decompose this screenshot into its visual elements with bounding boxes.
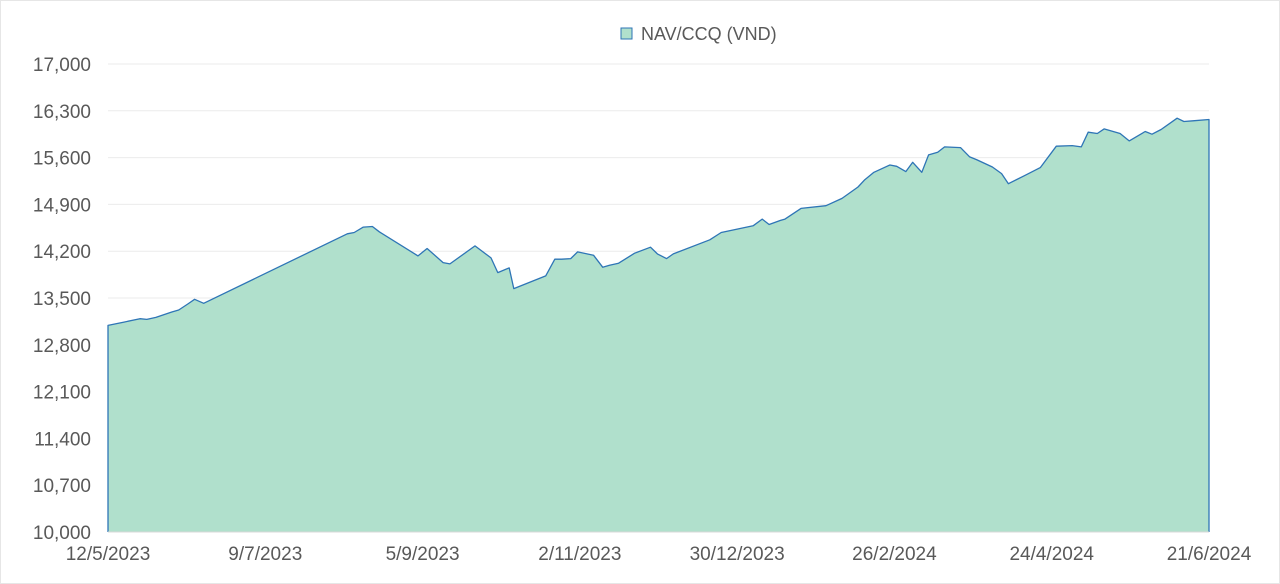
y-tick-label: 13,500: [33, 289, 91, 310]
y-tick-label: 15,600: [33, 149, 91, 170]
y-tick-label: 17,000: [33, 55, 91, 76]
area-fill: [108, 118, 1209, 532]
x-tick-label: 21/6/2024: [1167, 544, 1252, 565]
x-tick-label: 24/4/2024: [1009, 544, 1094, 565]
series-line: [107, 117, 1210, 532]
x-axis-ticks: 12/5/2023 9/7/2023 5/9/2023 2/11/2023 30/12/…: [66, 544, 1252, 565]
y-tick-label: 16,300: [33, 102, 91, 123]
x-tick-label: 2/11/2023: [538, 544, 621, 565]
y-axis-ticks: 10,000 10,700 11,400 12,100 12,800 13,500 14,2…: [33, 55, 91, 544]
legend-label: NAV/CCQ (VND): [641, 24, 777, 44]
x-tick-label: 12/5/2023: [66, 544, 151, 565]
y-tick-label: 14,900: [33, 195, 91, 216]
series-area: [107, 117, 1210, 533]
y-tick-label: 12,800: [33, 336, 91, 357]
x-tick-label: 26/2/2024: [852, 544, 937, 565]
y-tick-label: 10,700: [33, 476, 91, 497]
y-tick-label: 10,000: [33, 523, 91, 544]
legend-swatch: [620, 27, 633, 40]
x-tick-label: 9/7/2023: [228, 544, 302, 565]
y-tick-label: 14,200: [33, 242, 91, 263]
x-tick-label: 30/12/2023: [690, 544, 785, 565]
x-tick-label: 5/9/2023: [386, 544, 460, 565]
y-tick-label: 11,400: [34, 429, 91, 450]
legend: NAV/CCQ (VND): [620, 24, 777, 44]
y-tick-label: 12,100: [33, 383, 91, 404]
